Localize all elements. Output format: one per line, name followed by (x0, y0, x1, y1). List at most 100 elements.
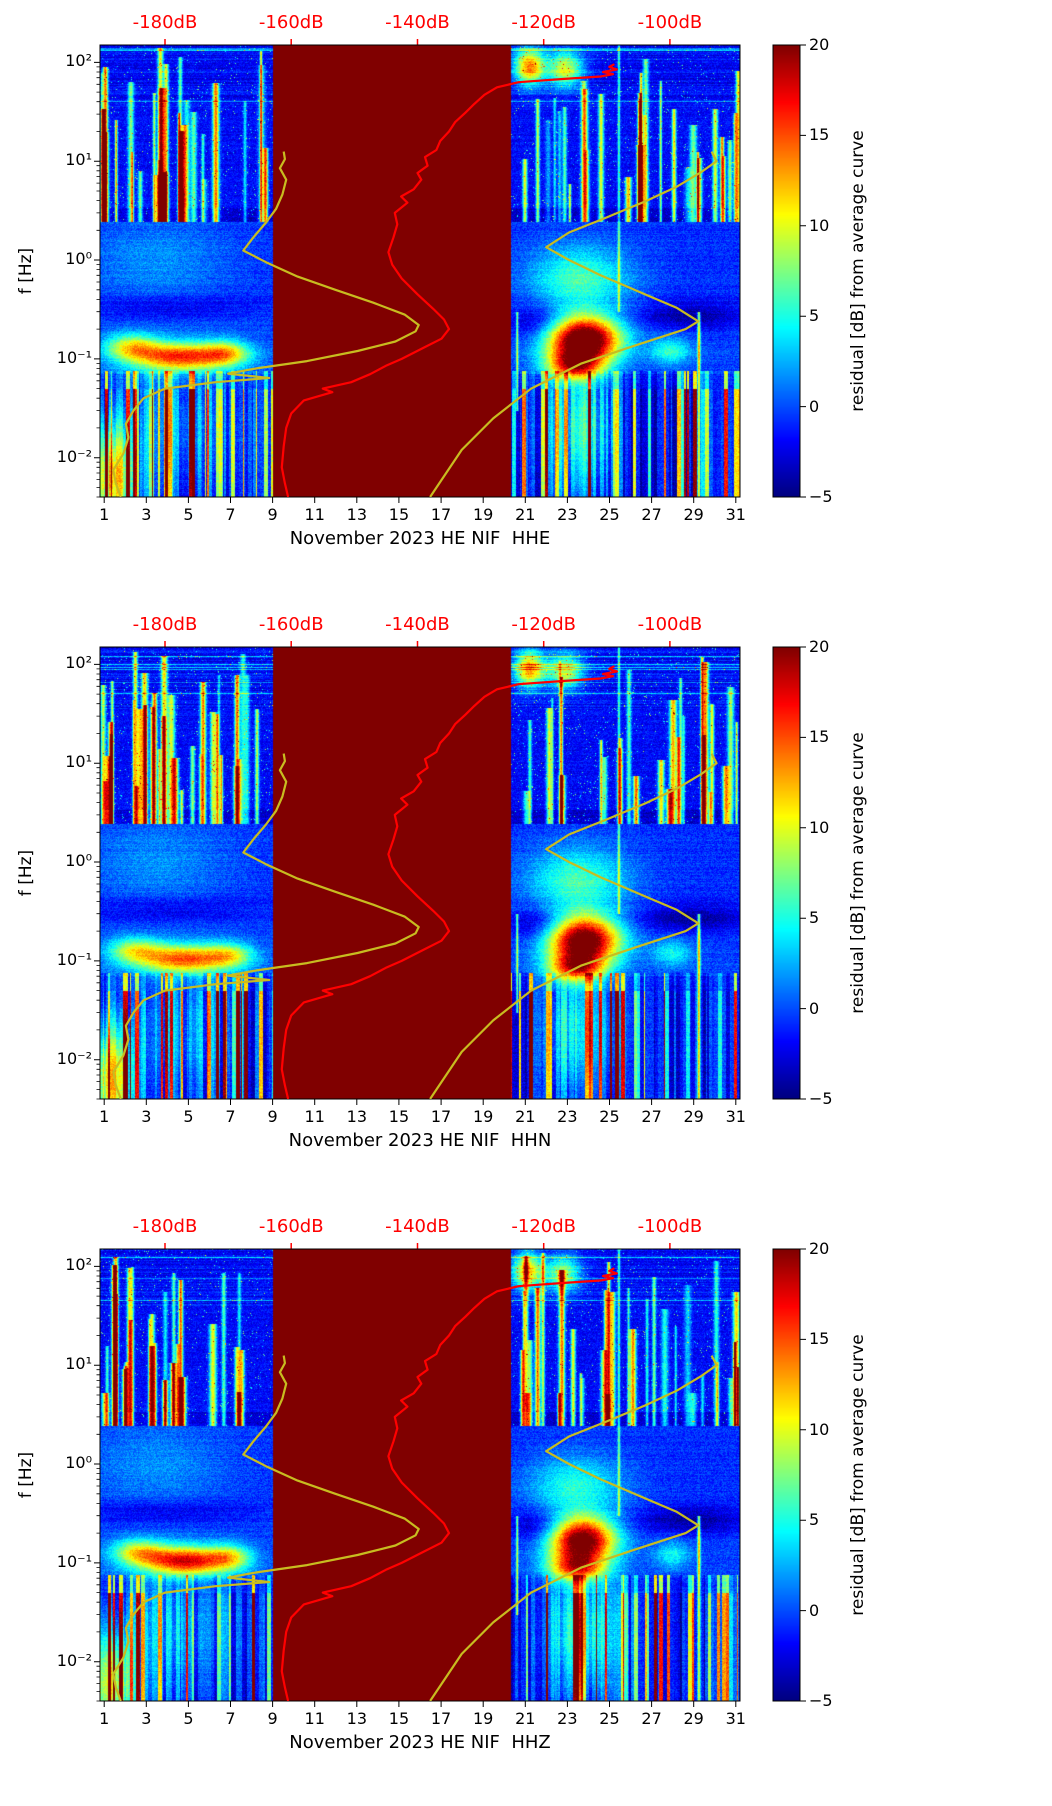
x-tick-label: 3 (141, 1709, 152, 1728)
top-db-label: -160dB (258, 12, 324, 33)
x-tick-label: 17 (430, 1709, 452, 1728)
x-tick-label: 17 (430, 1107, 452, 1126)
y-axis-label: f [Hz] (16, 849, 36, 897)
x-tick-label: 5 (183, 505, 194, 524)
x-tick-label: 27 (641, 505, 662, 524)
spectrogram-heatmap (100, 45, 740, 497)
colorbar-tick-label: 0 (809, 1600, 820, 1620)
x-tick-label: 11 (304, 1107, 325, 1126)
x-tick-label: 1 (99, 1107, 110, 1126)
x-tick-label: 19 (472, 1709, 494, 1728)
x-tick-label: 9 (267, 1709, 278, 1728)
colorbar-tick-label: 15 (809, 727, 830, 747)
x-tick-label: 19 (472, 505, 494, 524)
top-db-label: -180dB (132, 614, 198, 635)
x-tick-label: 29 (683, 505, 704, 524)
y-tick-label: 10² (65, 51, 92, 71)
x-tick-label: 21 (515, 505, 536, 524)
y-tick-label: 10⁻² (56, 446, 92, 466)
colorbar-tick-label: −5 (809, 1089, 833, 1108)
x-tick-label: 25 (599, 1709, 620, 1728)
x-tick-label: 7 (225, 1107, 236, 1126)
x-tick-label: 5 (183, 1107, 194, 1126)
x-tick-label: 1 (99, 1709, 110, 1728)
top-db-label: -140dB (385, 1216, 450, 1237)
x-tick-label: 25 (599, 1107, 620, 1126)
y-tick-label: 10⁰ (65, 249, 92, 269)
colorbar-tick-label: 5 (809, 908, 820, 928)
x-axis-title: November 2023 HE NIF HHN (288, 1130, 552, 1151)
y-tick-label: 10⁰ (65, 1453, 92, 1473)
panel-hhn: f [Hz] residual [dB] from average curve … (0, 602, 1052, 1204)
colorbar-label: residual [dB] from average curve (848, 732, 868, 1014)
y-tick-label: 10¹ (65, 1354, 92, 1374)
x-tick-label: 23 (557, 1709, 578, 1728)
colorbar-tick-label: 20 (809, 1239, 830, 1258)
x-tick-label: 13 (346, 1709, 368, 1728)
top-db-label: -180dB (132, 12, 198, 33)
x-tick-label: 21 (515, 1709, 536, 1728)
x-tick-label: 15 (388, 505, 410, 524)
colorbar-tick-label: 20 (809, 35, 830, 54)
y-tick-label: 10¹ (65, 752, 92, 772)
x-tick-label: 13 (346, 1107, 368, 1126)
y-tick-label: 10¹ (65, 150, 92, 170)
colorbar-label: residual [dB] from average curve (848, 130, 868, 412)
colorbar-tick-label: 10 (809, 1419, 830, 1439)
colorbar-tick-label: 0 (809, 998, 820, 1018)
colorbar-tick-label: 20 (809, 637, 830, 656)
x-tick-label: 27 (641, 1709, 662, 1728)
x-tick-label: 31 (725, 505, 746, 524)
y-tick-label: 10² (65, 1255, 92, 1275)
x-tick-label: 9 (267, 1107, 278, 1126)
top-db-label: -120dB (511, 614, 577, 635)
x-tick-label: 3 (141, 505, 152, 524)
x-tick-label: 29 (683, 1107, 704, 1126)
spectrogram-heatmap (100, 1249, 740, 1701)
top-db-label: -100dB (637, 12, 703, 33)
x-tick-label: 31 (725, 1107, 746, 1126)
x-axis-title: November 2023 HE NIF HHE (289, 528, 551, 549)
y-tick-label: 10² (65, 653, 92, 673)
colorbar-tick-label: 10 (809, 817, 830, 837)
colorbar-tick-label: −5 (809, 1691, 833, 1710)
x-tick-label: 7 (225, 1709, 236, 1728)
x-tick-label: 23 (557, 1107, 578, 1126)
x-tick-label: 11 (304, 1709, 325, 1728)
top-db-label: -100dB (637, 1216, 703, 1237)
x-tick-label: 1 (99, 505, 110, 524)
y-tick-label: 10⁰ (65, 851, 92, 871)
x-tick-label: 15 (388, 1709, 410, 1728)
colorbar (773, 1249, 800, 1701)
x-tick-label: 11 (304, 505, 325, 524)
top-db-label: -140dB (385, 614, 450, 635)
colorbar (773, 45, 800, 497)
colorbar-tick-label: 0 (809, 396, 820, 416)
x-tick-label: 27 (641, 1107, 662, 1126)
x-tick-label: 31 (725, 1709, 746, 1728)
top-db-label: -100dB (637, 614, 703, 635)
x-tick-label: 19 (472, 1107, 494, 1126)
colorbar-tick-label: −5 (809, 487, 833, 506)
colorbar-tick-label: 15 (809, 125, 830, 145)
y-tick-label: 10⁻¹ (56, 949, 92, 969)
colorbar-label: residual [dB] from average curve (848, 1334, 868, 1616)
x-tick-label: 25 (599, 505, 620, 524)
y-axis-label: f [Hz] (16, 1451, 36, 1499)
y-tick-label: 10⁻² (56, 1650, 92, 1670)
y-tick-label: 10⁻¹ (56, 1551, 92, 1571)
y-tick-label: 10⁻² (56, 1048, 92, 1068)
x-tick-label: 23 (557, 505, 578, 524)
x-tick-label: 5 (183, 1709, 194, 1728)
x-tick-label: 17 (430, 505, 452, 524)
top-db-label: -140dB (385, 12, 450, 33)
x-tick-label: 3 (141, 1107, 152, 1126)
colorbar-tick-label: 5 (809, 306, 820, 326)
top-db-label: -120dB (511, 1216, 577, 1237)
colorbar (773, 647, 800, 1099)
colorbar-tick-label: 15 (809, 1329, 830, 1349)
x-tick-label: 21 (515, 1107, 536, 1126)
y-axis-label: f [Hz] (16, 247, 36, 295)
colorbar-tick-label: 10 (809, 215, 830, 235)
